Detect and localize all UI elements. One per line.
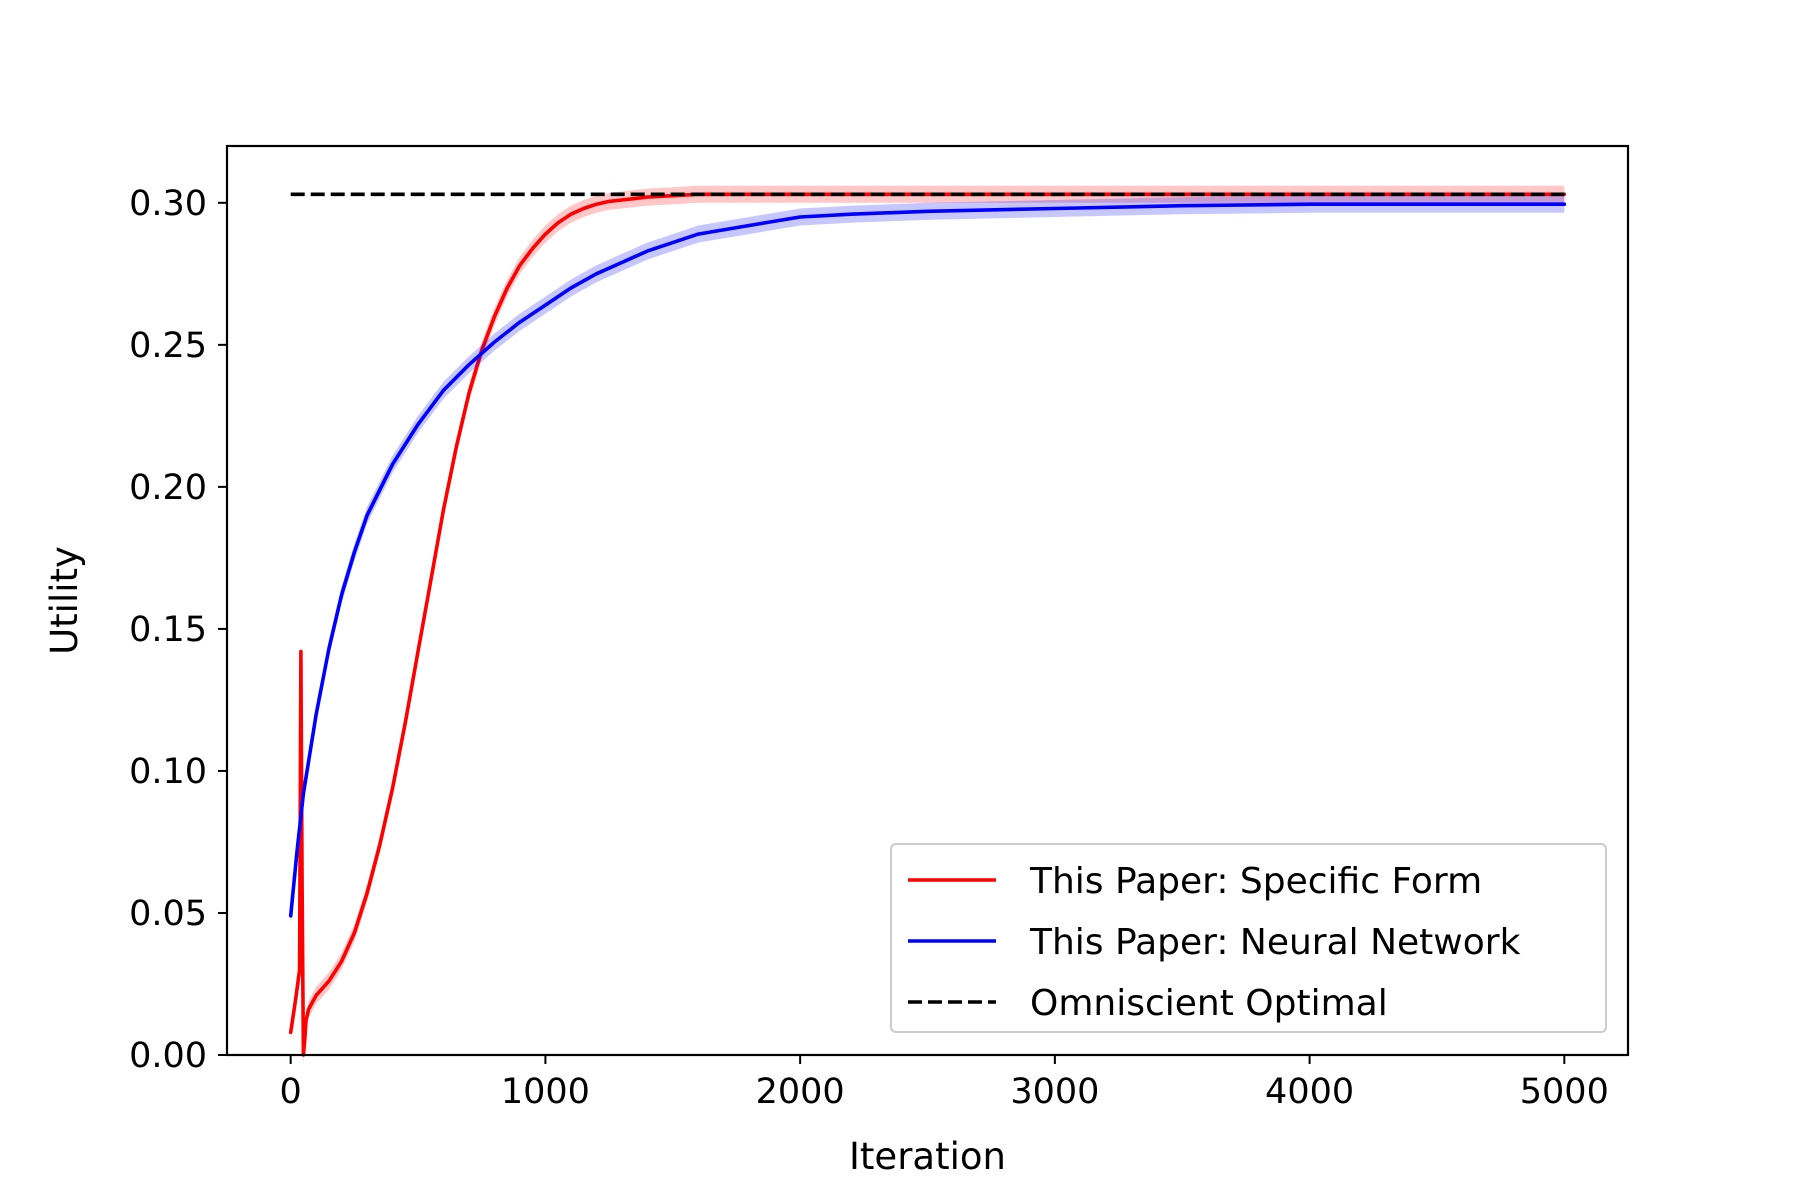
- series-line: [288, 192, 1567, 1057]
- y-tick-label: 0.00: [129, 1036, 207, 1076]
- series-1: [288, 185, 1567, 1064]
- y-tick-label: 0.30: [129, 184, 207, 224]
- series-line: [288, 202, 1567, 918]
- legend-entries: This Paper: Specific Form This Paper: Neu…: [908, 861, 1521, 1024]
- x-axis: 0 1000 2000 3000 4000 5000: [280, 1055, 1609, 1112]
- y-axis: 0.00 0.05 0.10 0.15 0.20 0.25 0.30: [129, 184, 227, 1076]
- series-2: [288, 195, 1567, 925]
- y-tick-label: 0.05: [129, 894, 207, 934]
- y-tick-label: 0.25: [129, 326, 207, 366]
- y-axis-label: Utility: [43, 546, 86, 655]
- legend-entry: This Paper: Specific Form: [908, 861, 1482, 902]
- legend-entry: This Paper: Neural Network: [908, 922, 1521, 963]
- series-layer: [288, 185, 1567, 1064]
- x-tick-label: 2000: [756, 1072, 845, 1112]
- legend-box: [890, 843, 1607, 1033]
- legend: This Paper: Specific Form This Paper: Neu…: [890, 843, 1607, 1033]
- x-axis-label: Iteration: [849, 1135, 1006, 1178]
- legend-entry: Omniscient Optimal: [908, 983, 1388, 1024]
- legend-label: This Paper: Neural Network: [1029, 922, 1521, 963]
- legend-label: This Paper: Specific Form: [1029, 861, 1482, 902]
- x-tick-label: 0: [280, 1072, 302, 1112]
- x-tick-label: 4000: [1265, 1072, 1354, 1112]
- y-tick-label: 0.10: [129, 752, 207, 792]
- legend-label: Omniscient Optimal: [1030, 983, 1388, 1024]
- y-tick-label: 0.20: [129, 468, 207, 508]
- x-tick-label: 5000: [1520, 1072, 1609, 1112]
- x-tick-label: 1000: [501, 1072, 590, 1112]
- x-tick-label: 3000: [1010, 1072, 1099, 1112]
- y-tick-label: 0.15: [129, 610, 207, 650]
- plot-area-frame: [225, 144, 1630, 1057]
